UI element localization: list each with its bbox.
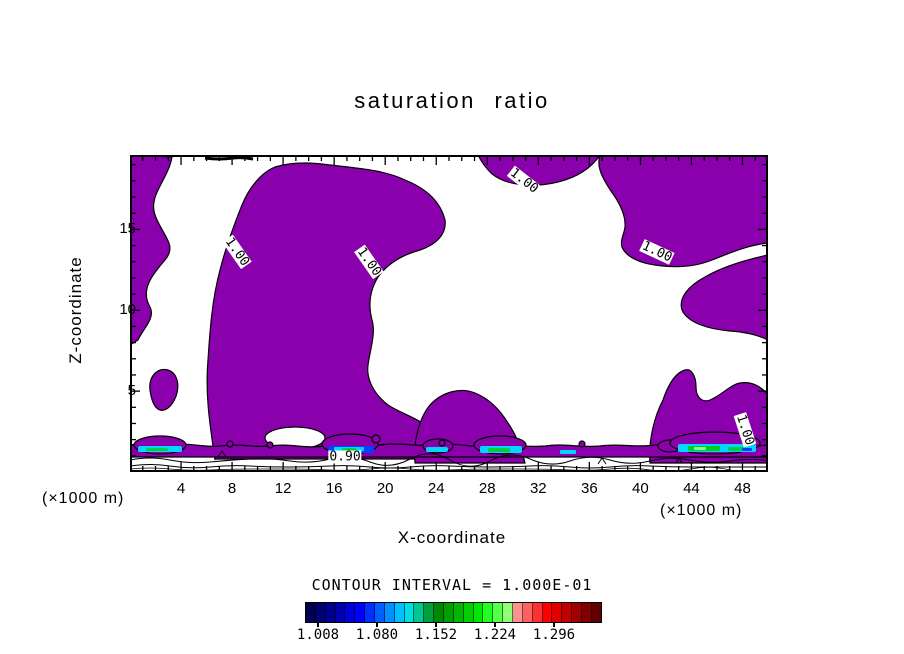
x-tick-label: 44 [683,480,700,497]
x-tick-label: 8 [227,480,237,497]
colorbar-segment [572,603,583,622]
contour-plot [129,154,771,473]
colorbar-segment [493,603,504,622]
fill-region-right-hook [680,254,769,341]
chart-title: saturation ratio [354,88,550,113]
x-tick-label: 32 [529,480,547,497]
y-tick-label: 5 [127,382,136,400]
colorbar-segment [513,603,523,622]
colorbar-segment [434,603,445,622]
high-saturation-streaks [138,444,756,454]
colorbar-segment [503,603,514,622]
y-axis-label: Z-coordinate [66,256,85,364]
colorbar-segment [552,603,563,622]
x-tick-label: 24 [427,480,445,497]
colorbar-segment [315,603,326,622]
fill-region-top-center [477,154,602,186]
colorbar-tick [553,622,555,627]
colorbar-tick-label: 1.080 [355,627,399,643]
colorbar-segment [335,603,346,622]
colorbar-segment [473,603,484,622]
colorbar-segment [355,603,366,622]
surface-dot [226,440,234,448]
x-tick-label: 4 [176,480,186,497]
surface-dot [438,439,446,447]
colorbar-segment [483,603,494,622]
colorbar-tick [494,622,496,627]
fill-region-left-band [129,154,173,347]
colorbar-segment [453,603,464,622]
colorbar-segment [582,603,592,622]
colorbar-segment [375,603,385,622]
fill-region-central [206,162,446,461]
colorbar-segment [522,603,533,622]
contour-interval-label: CONTOUR INTERVAL = 1.000E-01 [311,576,593,594]
fill-region-left-small [149,368,179,411]
colorbar-segment [345,603,356,622]
x-tick-label: 16 [325,480,343,497]
colorbar-tick-label: 1.296 [532,627,576,643]
colorbar-segment [591,603,601,622]
axis-ticks [131,156,767,471]
colorbar-segment [424,603,435,622]
colorbar-segment [306,603,316,622]
colorbar-tick [376,622,378,627]
colorbar [305,602,602,623]
colorbar-segment [532,603,543,622]
colorbar-segment [394,603,405,622]
colorbar-segment [384,603,395,622]
x-tick-label: 48 [734,480,751,497]
saturation-fill-regions [129,154,769,464]
colorbar-tick [435,622,437,627]
colorbar-segment [444,603,454,622]
colorbar-tick-label: 1.008 [296,627,340,643]
y-tick-label: 10 [119,301,136,319]
surface-dot [266,441,274,449]
colorbar-segment [414,603,425,622]
colorbar-segment [463,603,474,622]
contour-label: 0.90 [328,449,362,465]
x-tick-label: 12 [274,480,292,497]
x-axis-label: X-coordinate [397,528,507,547]
colorbar-segment [365,603,376,622]
plot-area [129,154,771,473]
surface-dot [578,440,586,448]
x-tick-label: 40 [632,480,649,497]
colorbar-segment [404,603,415,622]
x-tick-label: 36 [581,480,598,497]
colorbar-tick-label: 1.152 [414,627,458,643]
colorbar-segment [542,603,553,622]
colorbar-tick-label: 1.224 [473,627,517,643]
fill-region-top-right [598,154,769,268]
x-unit-right-label: (×1000 m) [660,502,743,519]
y-tick-label: 15 [119,220,136,238]
colorbar-segment [325,603,336,622]
x-tick-label: 28 [478,480,496,497]
x-tick-label: 20 [376,480,394,497]
colorbar-tick [317,622,319,627]
colorbar-segment [562,603,573,622]
surface-dot [371,434,381,444]
x-unit-left-label: (×1000 m) [42,490,125,507]
